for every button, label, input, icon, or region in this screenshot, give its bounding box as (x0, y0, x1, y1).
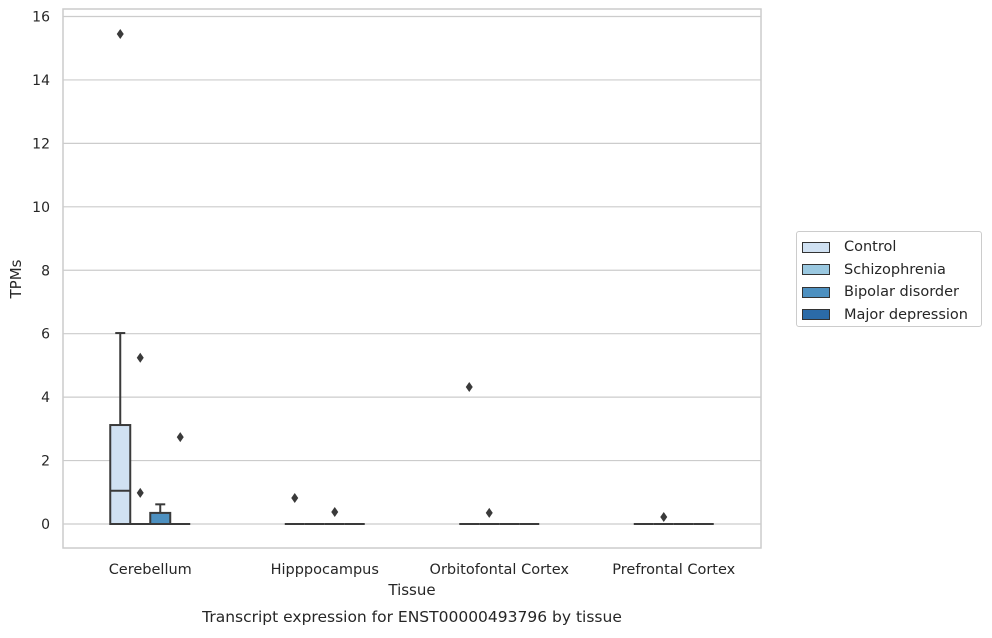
box-schizophrenia-orbitofontal-cortex (479, 507, 500, 525)
legend-swatch-schizophrenia (802, 264, 830, 276)
box-control-hipppocampus (284, 492, 305, 525)
box-control-cerebellum (109, 28, 132, 526)
grid-layer (63, 15, 761, 525)
legend-label-schizophrenia: Schizophrenia (844, 261, 946, 278)
y-tick-label: 0 (41, 517, 50, 533)
y-tick-label: 2 (41, 454, 50, 470)
legend-item-major-depression: Major depression (802, 304, 981, 327)
box-bipolar-disorder-hipppocampus (324, 506, 345, 525)
x-tick-label-prefrontal-cortex: Prefrontal Cortex (612, 562, 735, 578)
y-tick-label: 12 (32, 136, 50, 152)
box-schizophrenia-cerebellum (130, 352, 151, 525)
y-tick-labels: 0 2 4 6 8 10 12 14 16 (32, 10, 50, 534)
legend-item-schizophrenia: Schizophrenia (802, 259, 981, 282)
box-major-depression-cerebellum (170, 432, 191, 525)
outlier-point (465, 381, 473, 392)
y-tick-label: 8 (41, 263, 50, 279)
legend-label-major-depression: Major depression (844, 306, 968, 323)
y-tick-label: 10 (32, 200, 50, 216)
legend-item-control: Control (802, 236, 981, 259)
x-tick-label-cerebellum: Cerebellum (109, 562, 192, 578)
outlier-point (136, 352, 144, 363)
y-tick-label: 14 (32, 73, 50, 89)
outlier-point (660, 512, 668, 523)
legend: Control Schizophrenia Bipolar disorder M… (796, 231, 982, 327)
outlier-point (176, 432, 184, 443)
y-tick-label: 6 (41, 327, 50, 343)
outlier-point (485, 507, 493, 518)
box-body (109, 424, 132, 526)
box-control-orbitofontal-cortex (459, 381, 480, 525)
y-tick-label: 16 (32, 10, 50, 26)
legend-label-bipolar-disorder: Bipolar disorder (844, 284, 959, 301)
legend-swatch-control (802, 241, 830, 253)
outlier-point (116, 28, 124, 39)
chart-title: Transcript expression for ENST0000049379… (201, 608, 622, 626)
y-tick-label: 4 (41, 390, 50, 406)
x-tick-label-orbitofontal-cortex: Orbitofontal Cortex (430, 562, 570, 578)
outlier-point (136, 487, 144, 498)
box-body (149, 511, 172, 525)
box-schizophrenia-prefrontal-cortex (653, 512, 674, 525)
y-axis-label: TPMs (7, 259, 25, 299)
plot-frame (62, 8, 762, 549)
x-axis-label: Tissue (387, 581, 435, 599)
legend-swatch-major-depression (802, 309, 830, 321)
x-tick-label-hipppocampus: Hipppocampus (271, 562, 379, 578)
box-bipolar-disorder-cerebellum (149, 503, 172, 525)
legend-item-bipolar-disorder: Bipolar disorder (802, 281, 981, 304)
legend-swatch-bipolar-disorder (802, 286, 830, 298)
legend-label-control: Control (844, 239, 897, 256)
outlier-point (291, 492, 299, 503)
outlier-point (331, 506, 339, 517)
box-layer (109, 28, 714, 526)
x-tick-labels: Cerebellum Hipppocampus Orbitofontal Corte… (109, 562, 736, 578)
